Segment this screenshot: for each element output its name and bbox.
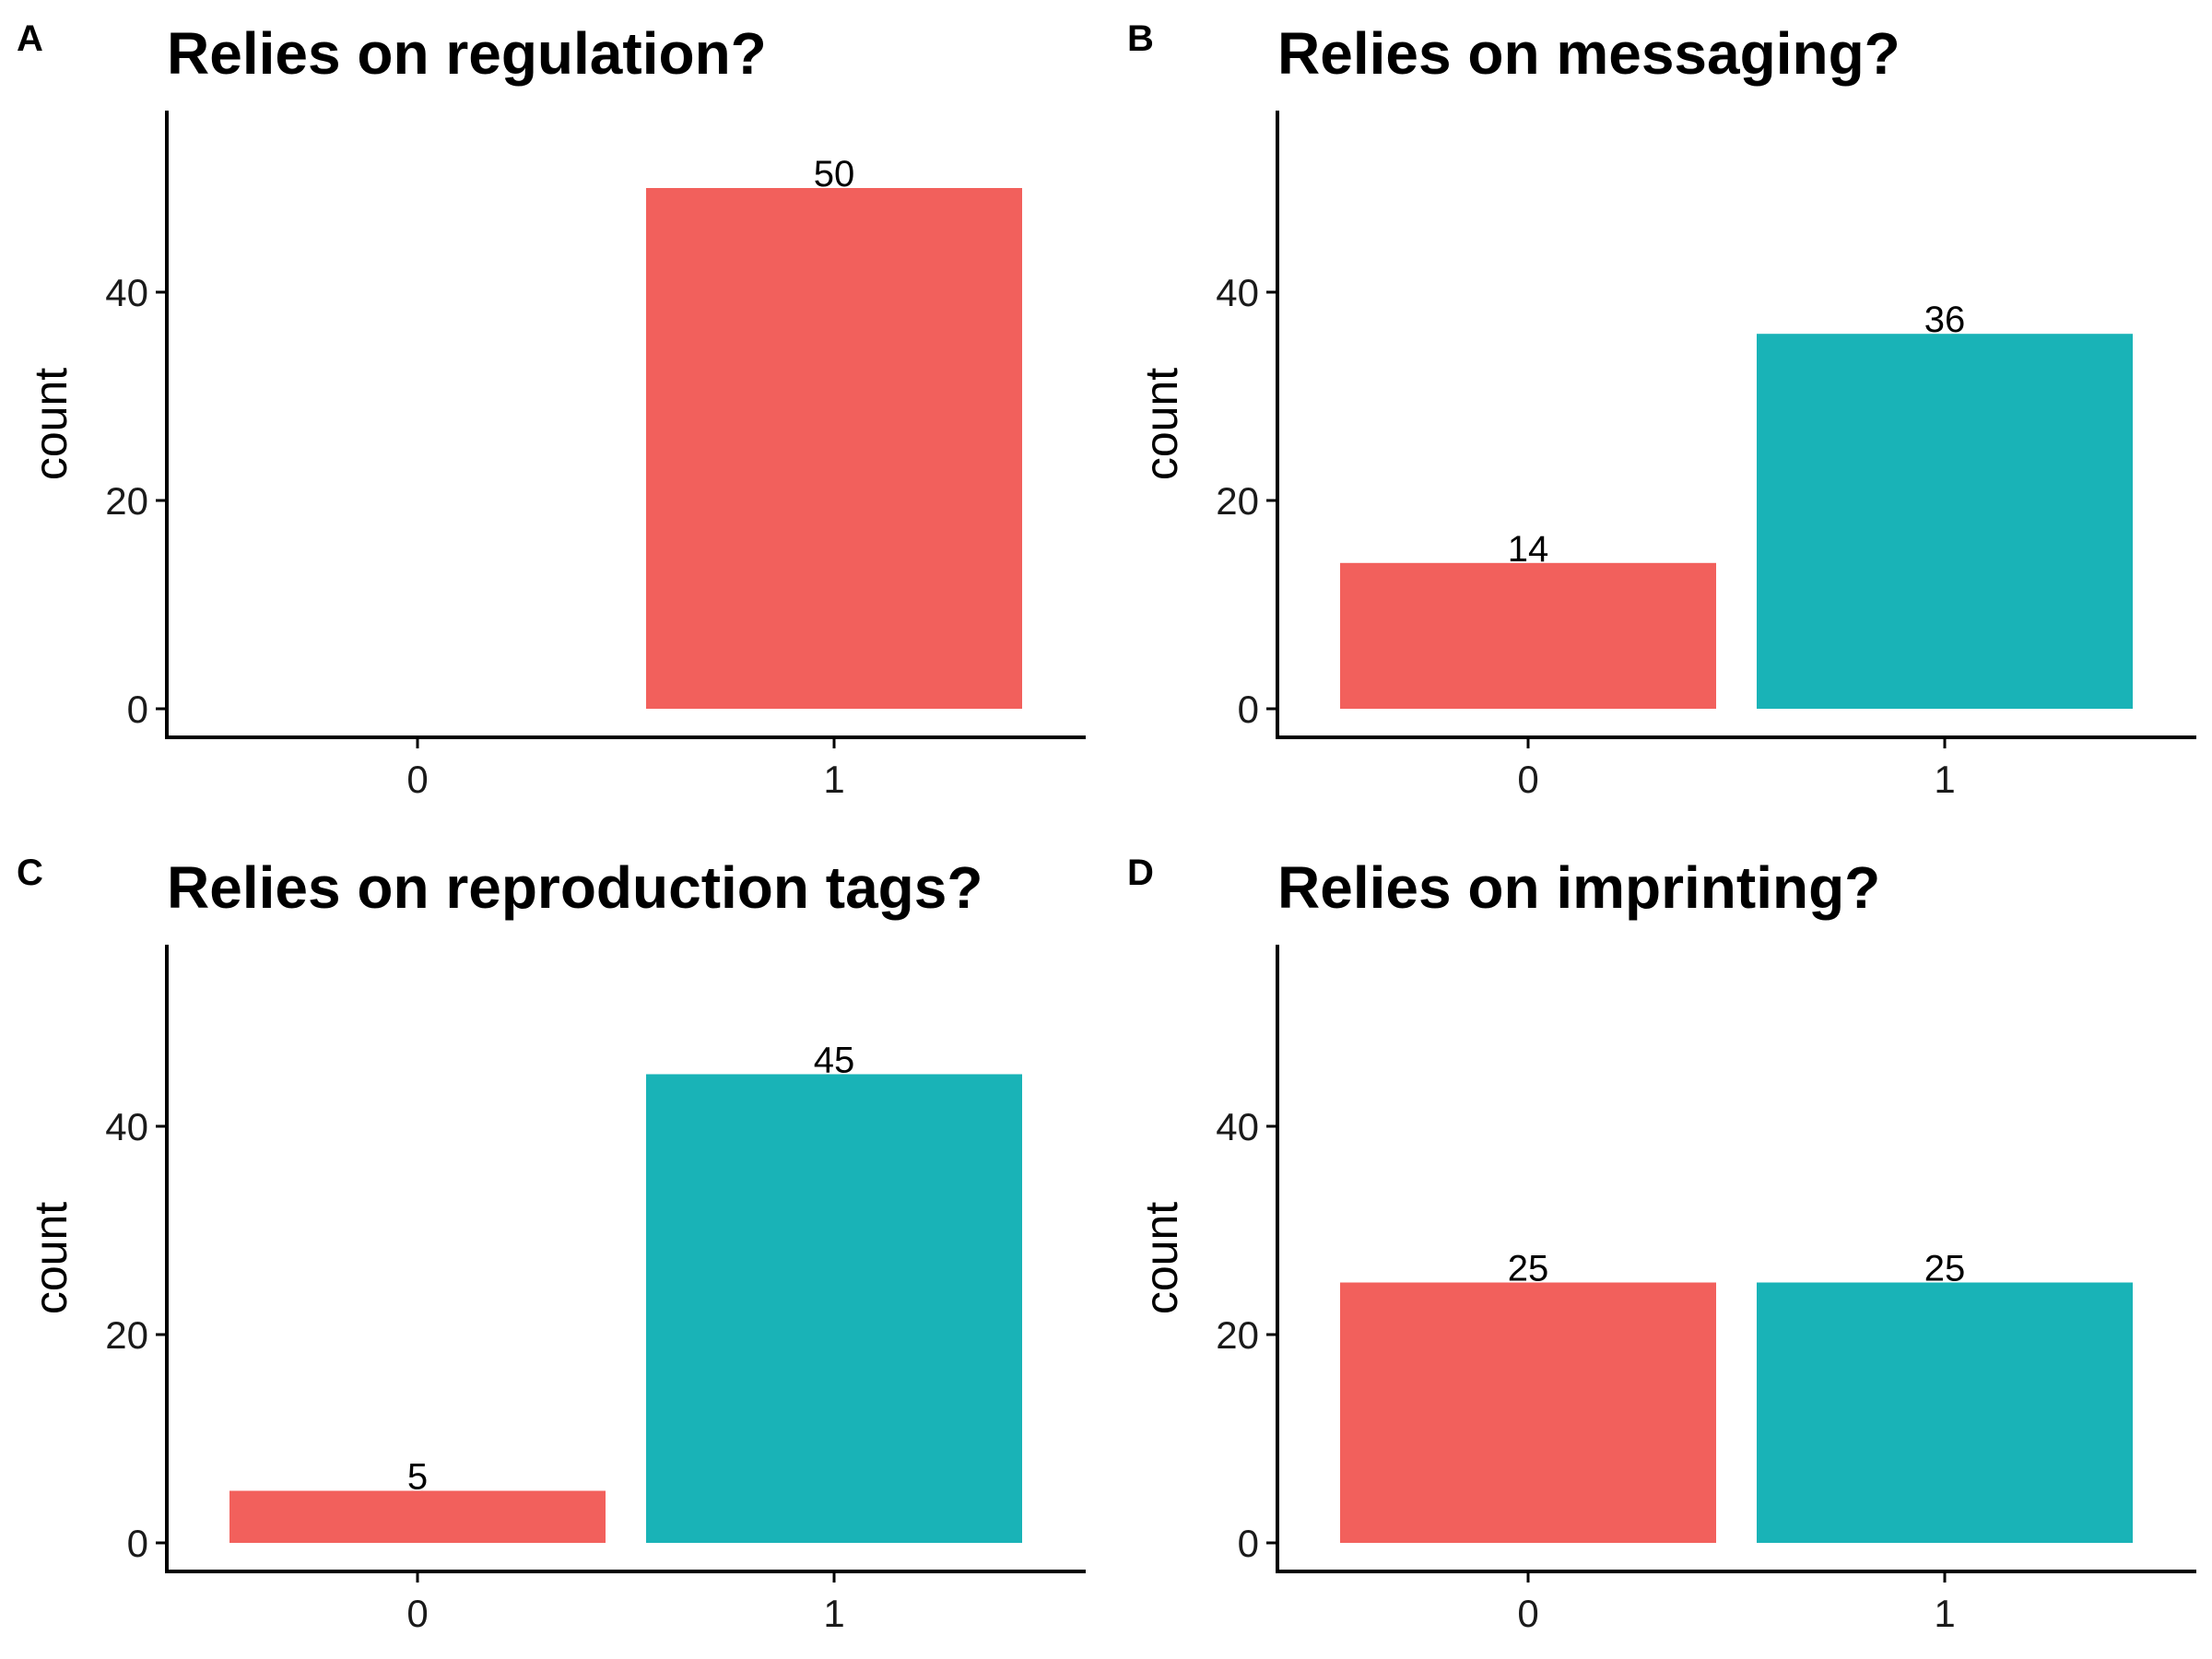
y-tick-label: 40 — [1216, 1105, 1259, 1148]
panel-letter: D — [1127, 853, 1154, 893]
y-tick-label: 0 — [1238, 688, 1259, 731]
y-tick-label: 0 — [127, 688, 148, 731]
x-tick-label: 1 — [1934, 758, 1955, 801]
bar-1 — [1757, 334, 2133, 709]
bar-0 — [1340, 562, 1716, 709]
chart-title: Relies on reproduction tags? — [167, 854, 982, 921]
bar-0 — [1340, 1282, 1716, 1543]
y-tick-label: 20 — [105, 1313, 148, 1357]
y-tick-label: 20 — [1216, 1313, 1259, 1357]
y-tick-label: 0 — [127, 1522, 148, 1565]
data-label: 5 — [407, 1457, 428, 1498]
chart-panel-c: C Relies on reproduction tags? 5 45 0 20 40 0 1 c… — [17, 853, 1086, 1635]
x-tick-label: 0 — [1517, 1592, 1538, 1635]
chart-title: Relies on messaging? — [1277, 20, 1900, 87]
y-axis-title: count — [25, 1202, 76, 1314]
bar-1 — [1757, 1282, 2133, 1543]
data-label: 14 — [1508, 529, 1549, 570]
data-label: 36 — [1924, 300, 1966, 340]
x-tick-label: 1 — [1934, 1592, 1955, 1635]
chart-title: Relies on regulation? — [167, 20, 767, 87]
bar-1 — [646, 1074, 1022, 1543]
y-axis-title: count — [1135, 368, 1187, 480]
x-tick-label: 1 — [823, 758, 844, 801]
chart-panel-b: B Relies on messaging? 14 36 0 20 40 0 1 count — [1127, 18, 2196, 801]
data-label: 25 — [1508, 1249, 1549, 1289]
x-tick-label: 0 — [406, 758, 428, 801]
data-label: 50 — [814, 154, 855, 194]
y-tick-label: 40 — [105, 1105, 148, 1148]
data-label: 45 — [814, 1041, 855, 1081]
y-tick-label: 0 — [1238, 1522, 1259, 1565]
y-axis-title: count — [1135, 1202, 1187, 1314]
data-label: 25 — [1924, 1249, 1966, 1289]
bar-0 — [229, 1490, 606, 1543]
panel-letter: C — [17, 853, 43, 893]
y-axis-title: count — [25, 368, 76, 480]
y-tick-label: 40 — [105, 271, 148, 314]
y-tick-label: 20 — [105, 479, 148, 523]
x-tick-label: 1 — [823, 1592, 844, 1635]
panel-letter: B — [1127, 18, 1154, 59]
x-tick-label: 0 — [1517, 758, 1538, 801]
bar-1 — [646, 188, 1022, 709]
chart-title: Relies on imprinting? — [1277, 854, 1880, 921]
x-tick-label: 0 — [406, 1592, 428, 1635]
panel-letter: A — [17, 18, 43, 59]
y-tick-label: 40 — [1216, 271, 1259, 314]
y-tick-label: 20 — [1216, 479, 1259, 523]
chart-panel-d: D Relies on imprinting? 25 25 0 20 40 0 1 count — [1127, 853, 2196, 1635]
chart-panel-a: A Relies on regulation? 50 0 20 40 0 1 count — [17, 18, 1086, 801]
